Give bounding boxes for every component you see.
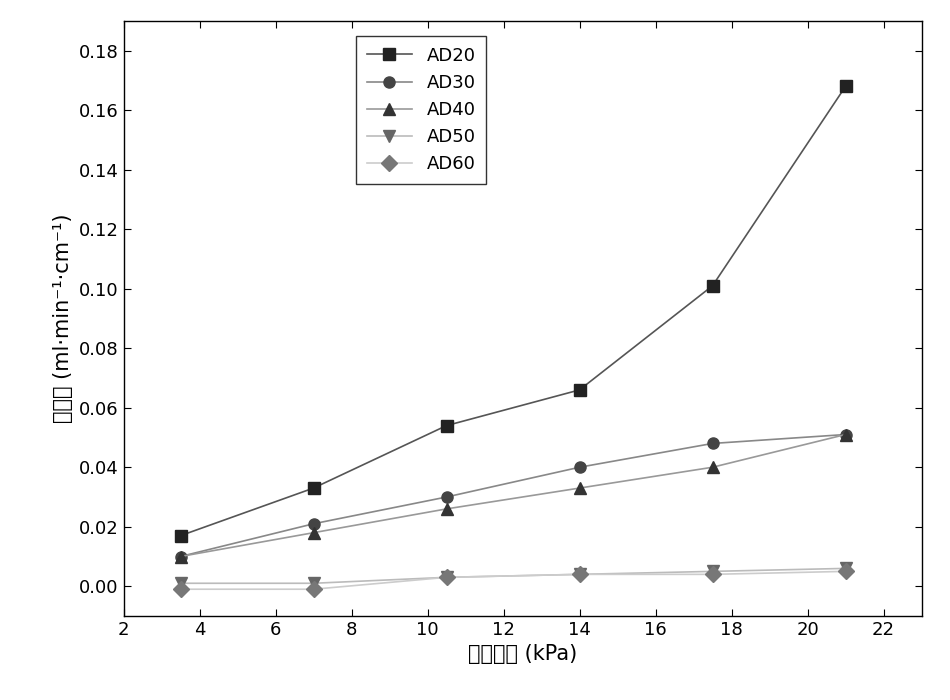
AD60	[574, 570, 585, 578]
AD60	[175, 585, 186, 594]
AD30	[840, 430, 851, 439]
AD20	[441, 421, 452, 430]
AD50	[441, 573, 452, 582]
AD50	[840, 564, 851, 573]
AD50	[574, 570, 585, 578]
AD20	[707, 281, 718, 290]
AD20	[574, 386, 585, 394]
AD50	[175, 579, 186, 587]
AD30	[175, 552, 186, 561]
AD30	[574, 463, 585, 472]
Y-axis label: 漏气率 (ml·min⁻¹·cm⁻¹): 漏气率 (ml·min⁻¹·cm⁻¹)	[53, 214, 73, 424]
AD40	[840, 430, 851, 439]
AD40	[707, 463, 718, 472]
Line: AD20: AD20	[175, 81, 851, 541]
AD20	[840, 83, 851, 91]
AD50	[308, 579, 319, 587]
AD20	[308, 484, 319, 492]
AD60	[441, 573, 452, 582]
AD40	[441, 505, 452, 513]
AD30	[707, 440, 718, 448]
Line: AD50: AD50	[175, 563, 851, 589]
AD40	[308, 528, 319, 537]
AD20	[175, 531, 186, 540]
AD30	[441, 493, 452, 501]
AD60	[707, 570, 718, 578]
Legend: AD20, AD30, AD40, AD50, AD60: AD20, AD30, AD40, AD50, AD60	[356, 36, 486, 184]
AD40	[574, 484, 585, 492]
X-axis label: 气体压强 (kPa): 气体压强 (kPa)	[467, 645, 578, 664]
AD60	[308, 585, 319, 594]
Line: AD60: AD60	[175, 566, 851, 595]
Line: AD40: AD40	[175, 429, 851, 562]
Line: AD30: AD30	[175, 429, 851, 562]
AD30	[308, 519, 319, 528]
AD60	[840, 567, 851, 575]
AD40	[175, 552, 186, 561]
AD50	[707, 567, 718, 575]
